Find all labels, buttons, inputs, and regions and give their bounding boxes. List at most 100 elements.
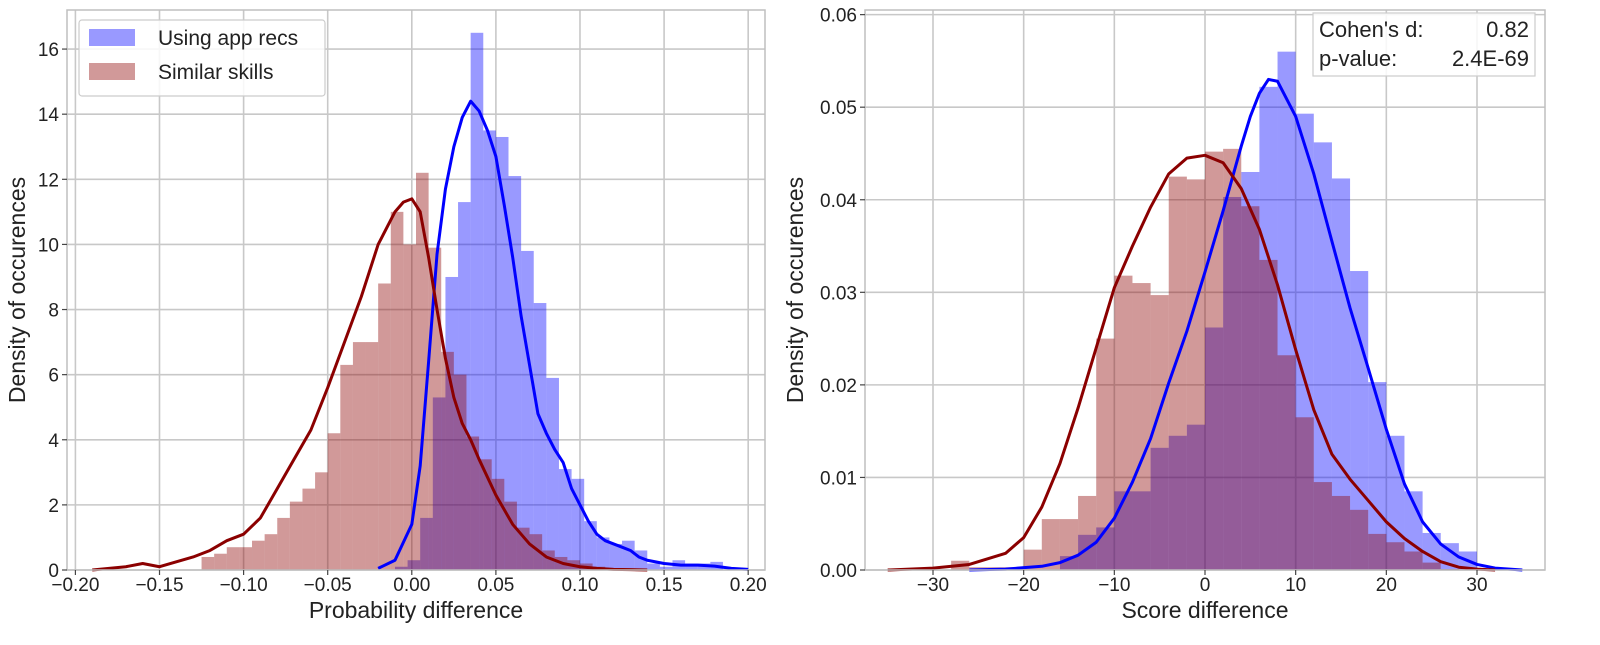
histogram-bar <box>252 540 265 570</box>
histogram-bar <box>394 566 408 570</box>
histogram-bar <box>378 283 391 570</box>
histogram-bar <box>445 276 459 570</box>
y-tick-label: 0.04 <box>820 191 857 212</box>
histogram-bar <box>622 540 635 570</box>
histogram-bar <box>584 521 597 570</box>
histogram-bar <box>1277 51 1296 570</box>
histogram-bar <box>1186 424 1205 570</box>
legend-swatch-similar-skills <box>89 63 135 80</box>
y-tick-label: 12 <box>38 170 59 191</box>
kde-curve-similar-skills <box>887 153 1496 572</box>
x-tick-label: 0.20 <box>730 575 767 596</box>
x-tick-label: 20 <box>1376 575 1397 596</box>
y-tick-label: 0.02 <box>820 376 857 397</box>
p-value-value: 2.4E-69 <box>1452 46 1529 71</box>
histogram-bar <box>516 527 530 570</box>
histogram-bar <box>327 433 341 570</box>
histogram-app-recs <box>1059 51 1477 571</box>
histogram-bar <box>466 436 480 570</box>
y-tick-label: 0.00 <box>820 561 857 582</box>
histogram-bar <box>483 130 496 570</box>
y-tick-label: 4 <box>48 431 59 452</box>
y-tick-label: 0.03 <box>820 283 857 304</box>
histogram-bar <box>1331 495 1351 570</box>
histogram-bar <box>609 543 623 570</box>
histogram-bar <box>1223 148 1242 571</box>
x-tick-label: 0.00 <box>393 575 430 596</box>
histogram-bar <box>277 517 290 570</box>
p-value-label: p-value: <box>1319 46 1397 71</box>
y-tick-label: 16 <box>38 40 59 61</box>
histogram-bar <box>1422 562 1441 570</box>
legend-swatch-app-recs <box>89 29 135 46</box>
y-tick-label: 6 <box>48 366 59 387</box>
histogram-bar <box>1205 327 1224 570</box>
y-tick-label: 2 <box>48 496 59 517</box>
x-axis-label: Score difference <box>1121 597 1288 623</box>
histogram-bar <box>1295 113 1314 570</box>
histogram-bar <box>403 244 416 570</box>
histogram-bar <box>495 136 509 570</box>
x-axis-label: Probability difference <box>309 597 523 623</box>
x-tick-label: −0.10 <box>220 575 268 596</box>
x-tick-label: 0.05 <box>477 575 514 596</box>
histogram-bar <box>1078 495 1097 570</box>
histogram-bar <box>407 560 421 570</box>
histogram-bar <box>1168 435 1187 570</box>
histogram-bar <box>1041 519 1060 570</box>
histogram-bar <box>1313 142 1332 570</box>
histogram-bar <box>390 211 404 570</box>
histogram-bar <box>1078 534 1097 570</box>
x-tick-label: 0.10 <box>561 575 598 596</box>
stats-annotation: Cohen's d: 0.82 p-value: 2.4E-69 <box>1312 12 1536 77</box>
histogram-bar <box>659 566 673 570</box>
histogram-bar <box>1132 283 1151 570</box>
histogram-bar <box>596 537 610 570</box>
histogram-bar <box>1241 171 1260 571</box>
histogram-bar <box>1186 179 1205 570</box>
histogram-bar <box>264 534 278 570</box>
histogram-bar <box>1023 549 1042 570</box>
histogram-bar <box>441 351 454 570</box>
histogram-bar <box>504 501 517 570</box>
y-tick-label: 0.05 <box>820 98 857 119</box>
legend-box <box>78 19 326 97</box>
histogram-bar <box>1259 86 1278 570</box>
x-tick-label: 0.15 <box>646 575 683 596</box>
histogram-bar <box>571 478 585 570</box>
histogram-bar <box>533 303 547 570</box>
histogram-bar <box>1313 482 1332 570</box>
histogram-app-recs <box>394 32 723 570</box>
histogram-bar <box>1132 491 1151 570</box>
histogram-bar <box>352 342 366 570</box>
histogram-bar <box>458 202 471 570</box>
x-tick-label: 10 <box>1285 575 1306 596</box>
histogram-similar-skills <box>951 148 1459 571</box>
left-panel-probability-difference: −0.20 −0.15 −0.10 −0.05 0.00 0.05 0.10 0.15 0.20… <box>4 9 767 623</box>
legend-label: Similar skills <box>158 61 274 84</box>
histogram-bar <box>1295 417 1314 570</box>
histogram-bar <box>529 534 543 570</box>
histogram-bar <box>479 459 492 570</box>
histogram-bar <box>1368 533 1387 570</box>
histogram-bar <box>420 517 433 570</box>
y-tick-label: 8 <box>48 301 59 322</box>
right-panel-score-difference: −30 −20 −10 0 10 20 30 0.00 0.01 0.02 0.03 0.04 0.05… <box>782 6 1546 623</box>
histogram-bar <box>1114 275 1133 570</box>
histogram-bar <box>239 547 253 570</box>
histogram-bar <box>432 397 446 570</box>
histogram-bar <box>1368 382 1387 570</box>
histogram-bar <box>226 547 240 570</box>
histogram-bar <box>1150 295 1169 570</box>
histogram-bar <box>1150 447 1169 570</box>
kde-curve-similar-skills <box>92 197 648 572</box>
y-axis-label: Density of occurences <box>782 177 808 403</box>
histogram-bar <box>470 32 484 570</box>
x-tick-label: −20 <box>1008 575 1040 596</box>
cohens-d-label: Cohen's d: <box>1319 17 1424 42</box>
histogram-bar <box>1277 355 1296 570</box>
kde-curve-app-recs <box>377 99 749 571</box>
x-tick-label: 0 <box>1200 575 1211 596</box>
kde-curve-app-recs <box>969 77 1523 572</box>
